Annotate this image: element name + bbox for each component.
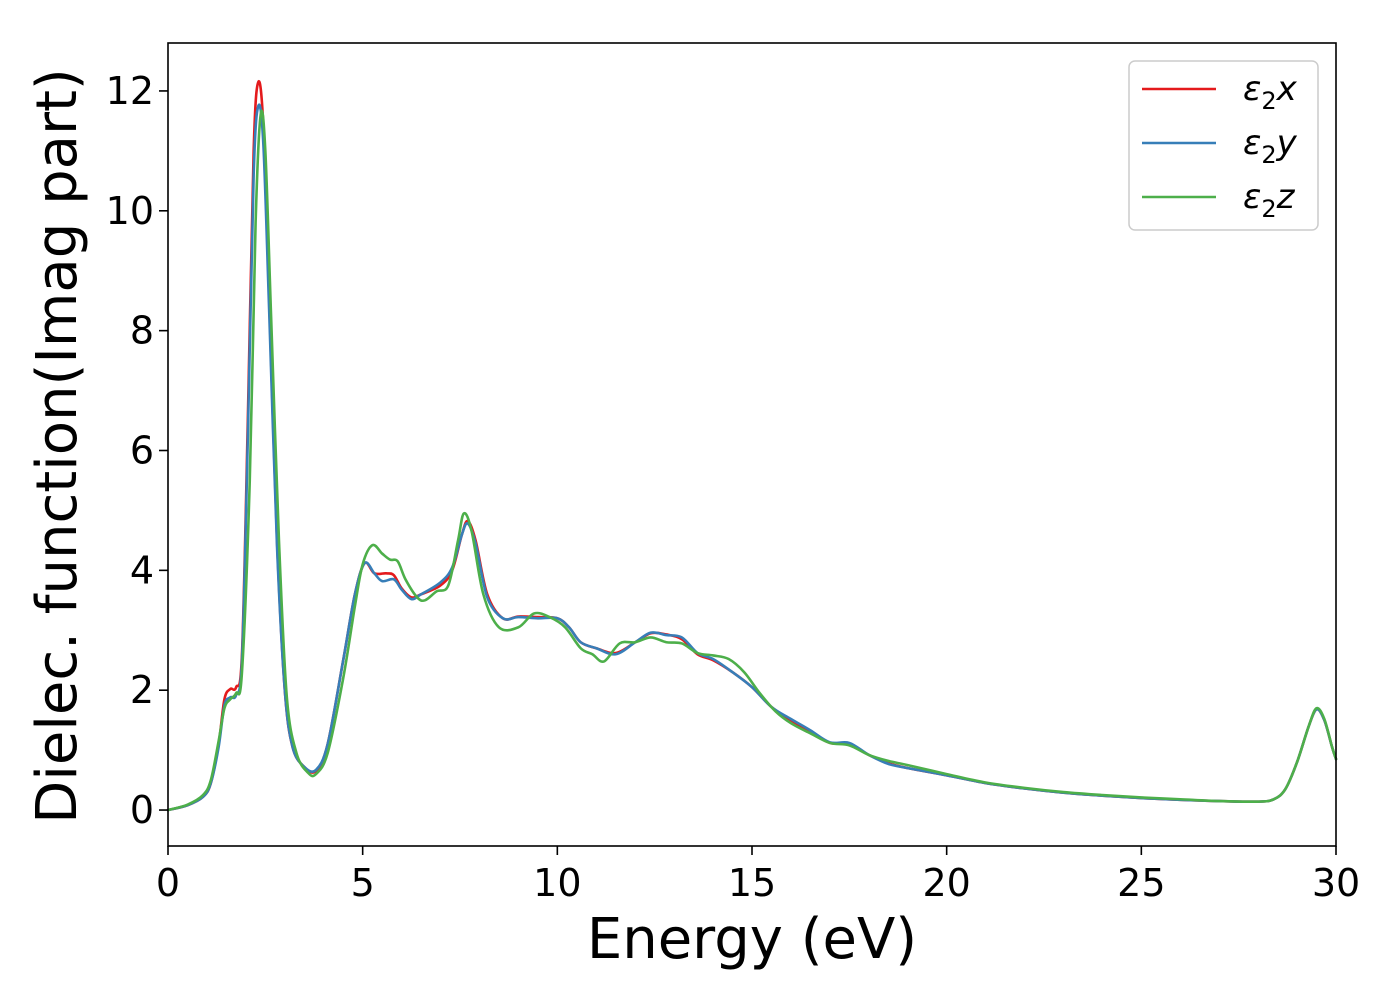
y-axis-ticks: 0 2 4 6 8 10 12 [106, 69, 168, 832]
series-lines [166, 79, 1338, 812]
legend-box [1128, 60, 1319, 231]
y-tick-label: 6 [130, 428, 154, 472]
y-tick-label: 2 [130, 668, 154, 712]
y-tick-label: 12 [106, 69, 154, 113]
x-tick-label: 10 [533, 861, 581, 905]
y-tick-label: 0 [130, 788, 154, 832]
x-tick-label: 15 [728, 861, 776, 905]
x-axis-ticks: 0 5 10 15 20 25 30 [156, 846, 1360, 905]
y-tick-label: 8 [130, 309, 154, 353]
x-axis-title: Energy (eV) [587, 907, 917, 972]
x-tick-label: 20 [922, 861, 970, 905]
x-tick-label: 25 [1117, 861, 1165, 905]
x-tick-label: 30 [1312, 861, 1360, 905]
legend: ε2x ε2y ε2z [1128, 60, 1319, 231]
y-tick-label: 10 [106, 189, 154, 233]
x-tick-label: 0 [156, 861, 180, 905]
y-axis-title: Dielec. function(Imag part) [25, 68, 90, 824]
series-line-z [166, 109, 1338, 812]
legend-label-x: ε2x [1243, 69, 1298, 115]
legend-label-z: ε2z [1243, 177, 1296, 223]
legend-label-y: ε2y [1243, 123, 1298, 169]
y-tick-label: 4 [130, 548, 154, 592]
x-tick-label: 5 [351, 861, 375, 905]
